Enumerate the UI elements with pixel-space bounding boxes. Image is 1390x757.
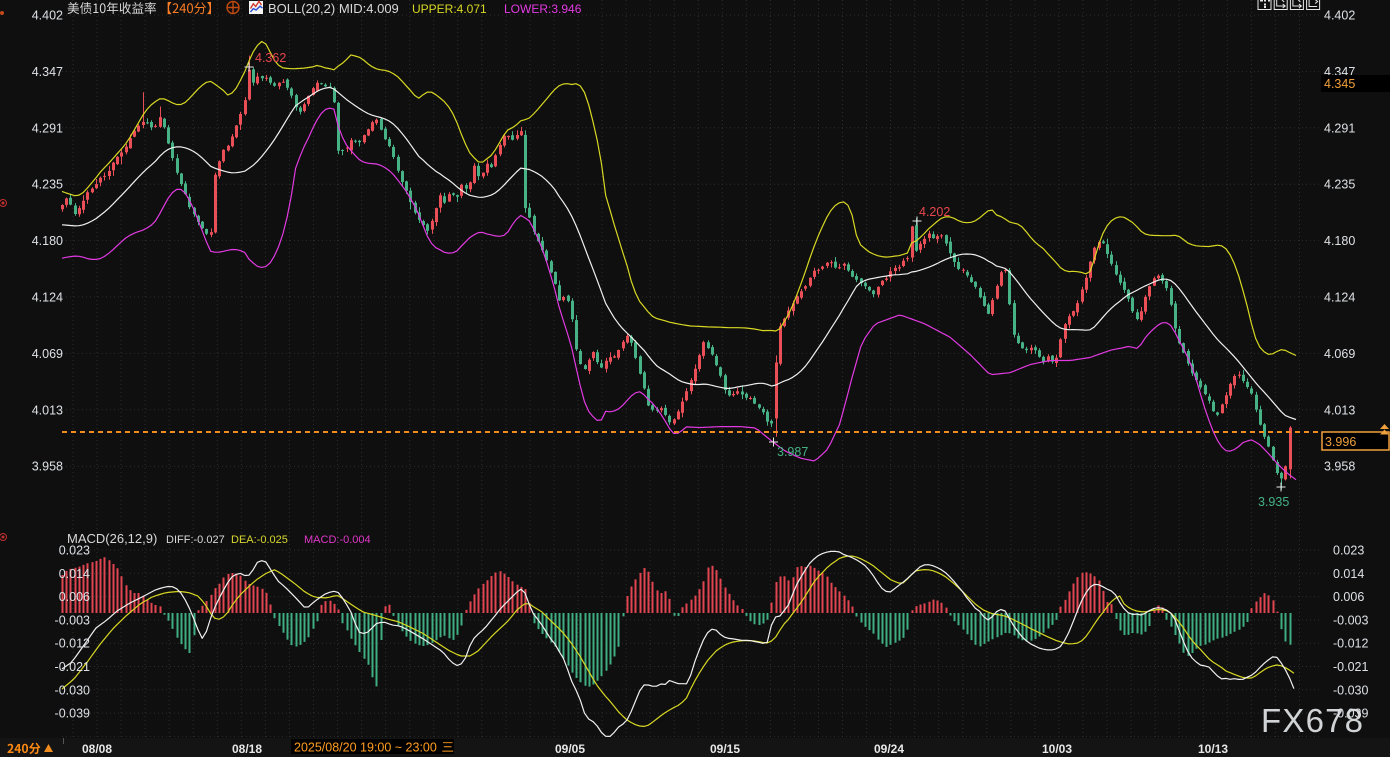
svg-text:08/18: 08/18 (232, 742, 262, 756)
svg-text:-0.039: -0.039 (1333, 707, 1368, 721)
svg-text:0.023: 0.023 (1333, 544, 1364, 558)
svg-text:-0.003: -0.003 (1333, 613, 1368, 627)
svg-text:4.402: 4.402 (32, 9, 63, 23)
svg-text:4.124: 4.124 (32, 291, 63, 305)
svg-text:4.402: 4.402 (1324, 9, 1355, 23)
svg-text:MACD(26,12,9): MACD(26,12,9) (67, 531, 157, 546)
svg-text:4.291: 4.291 (1324, 121, 1355, 135)
svg-text:-0.039: -0.039 (55, 707, 90, 721)
svg-text:LOWER:3.946: LOWER:3.946 (504, 2, 582, 16)
svg-text:4.180: 4.180 (1324, 234, 1355, 248)
svg-text:4.291: 4.291 (32, 121, 63, 135)
svg-text:4.235: 4.235 (32, 178, 63, 192)
svg-text:3.996: 3.996 (1325, 435, 1356, 449)
svg-text:4.124: 4.124 (1324, 291, 1355, 305)
svg-text:0.014: 0.014 (1333, 567, 1364, 581)
svg-text:0.006: 0.006 (59, 590, 90, 604)
svg-text:UPPER:4.071: UPPER:4.071 (412, 2, 487, 16)
svg-text:4.235: 4.235 (1324, 178, 1355, 192)
svg-text:4.362: 4.362 (255, 51, 286, 65)
svg-text:-0.003: -0.003 (55, 613, 90, 627)
svg-text:0.006: 0.006 (1333, 590, 1364, 604)
svg-text:-0.030: -0.030 (55, 683, 90, 697)
svg-text:09/05: 09/05 (555, 742, 585, 756)
svg-text:DIFF:-0.027: DIFF:-0.027 (166, 534, 225, 546)
svg-text:10/03: 10/03 (1042, 742, 1072, 756)
svg-text:0.014: 0.014 (59, 567, 90, 581)
svg-text:4.069: 4.069 (1324, 347, 1355, 361)
svg-text:2025/08/20 19:00 ~ 23:00: 2025/08/20 19:00 ~ 23:00 (294, 741, 437, 755)
svg-text:09/15: 09/15 (710, 742, 740, 756)
svg-text:4.013: 4.013 (32, 403, 63, 417)
svg-text:4.347: 4.347 (32, 65, 63, 79)
svg-text:3.958: 3.958 (32, 460, 63, 474)
svg-text:3.958: 3.958 (1324, 460, 1355, 474)
svg-text:DEA:-0.025: DEA:-0.025 (231, 534, 288, 546)
svg-text:10/13: 10/13 (1198, 742, 1228, 756)
svg-text:3.935: 3.935 (1258, 495, 1289, 509)
svg-text:BOLL(20,2) MID:4.009: BOLL(20,2) MID:4.009 (268, 1, 399, 16)
svg-text:-0.012: -0.012 (1333, 637, 1368, 651)
svg-text:FX678: FX678 (1261, 702, 1364, 739)
svg-text:4.202: 4.202 (919, 205, 950, 219)
svg-text:4.069: 4.069 (32, 347, 63, 361)
svg-text:08/08: 08/08 (82, 742, 112, 756)
svg-text:0.023: 0.023 (59, 544, 90, 558)
svg-text:-0.030: -0.030 (1333, 683, 1368, 697)
svg-text:4.180: 4.180 (32, 234, 63, 248)
svg-text:3.987: 3.987 (777, 445, 808, 459)
svg-text:MACD:-0.004: MACD:-0.004 (304, 534, 371, 546)
svg-text:09/24: 09/24 (874, 742, 904, 756)
svg-text:-0.012: -0.012 (55, 637, 90, 651)
svg-text:-0.021: -0.021 (1333, 660, 1368, 674)
svg-text:-0.021: -0.021 (55, 660, 90, 674)
svg-text:4.345: 4.345 (1324, 77, 1355, 91)
svg-text:4.013: 4.013 (1324, 403, 1355, 417)
